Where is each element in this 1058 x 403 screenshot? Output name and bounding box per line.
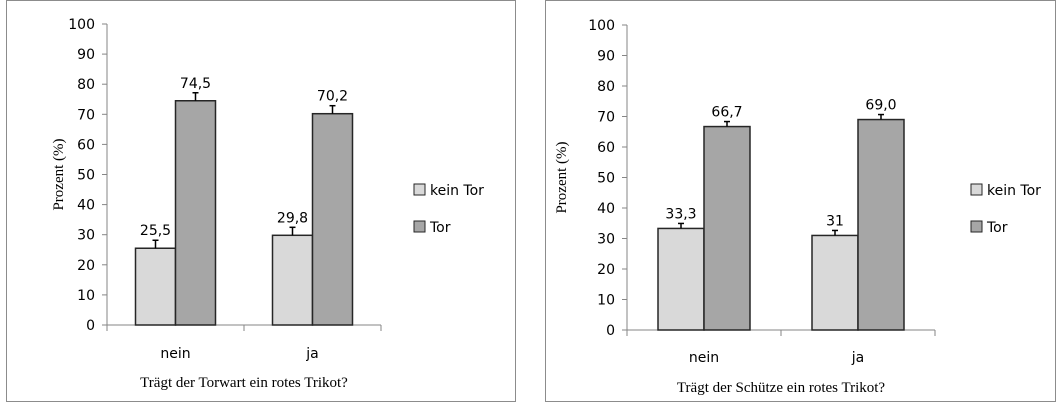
- data-label: 66,7: [711, 105, 742, 121]
- chart-torwart-svg: 0 10 20 30 40 50 60 70 80 90 100 25,5 74,5 nein 29,8 70…: [51, 17, 484, 391]
- y-tick-label: 0: [86, 318, 95, 334]
- category-label: nein: [689, 350, 719, 366]
- y-tick-label: 80: [77, 77, 95, 93]
- y-tick-label: 30: [77, 228, 95, 244]
- x-axis-title: Trägt der Torwart ein rotes Trikot?: [140, 375, 348, 391]
- y-tick-label: 0: [606, 323, 615, 339]
- y-tick-label: 70: [597, 110, 615, 126]
- y-axis-title: Prozent (%): [51, 138, 67, 210]
- category-label: ja: [851, 350, 864, 366]
- data-label: 70,2: [317, 89, 348, 105]
- chart-torwart: 0 10 20 30 40 50 60 70 80 90 100 25,5 74,5 nein 29,8 70…: [6, 0, 516, 402]
- data-label: 31: [826, 213, 844, 229]
- chart-schuetze: 0 10 20 30 40 50 60 70 80 90 100 33,3 66,7 nein 31 69,0…: [545, 0, 1056, 402]
- data-label: 74,5: [180, 76, 211, 92]
- y-tick-label: 90: [77, 47, 95, 63]
- y-tick-label: 100: [588, 18, 615, 34]
- chart-schuetze-svg: 0 10 20 30 40 50 60 70 80 90 100 33,3 66,7 nein 31 69,0…: [554, 18, 1041, 396]
- y-tick-label: 20: [77, 258, 95, 274]
- x-axis-title: Trägt der Schütze ein rotes Trikot?: [677, 380, 886, 396]
- bar-kein-tor: [811, 234, 859, 331]
- y-tick-label: 40: [597, 201, 615, 217]
- legend-label: Tor: [429, 220, 451, 236]
- data-label: 29,8: [277, 210, 308, 226]
- bar-tor: [311, 112, 354, 326]
- y-axis-title: Prozent (%): [554, 141, 570, 213]
- y-tick-label: 60: [77, 137, 95, 153]
- category-label: nein: [160, 346, 190, 362]
- legend-label: kein Tor: [430, 183, 484, 199]
- y-tick-label: 80: [597, 79, 615, 95]
- y-tick-label: 10: [77, 288, 95, 304]
- bar-kein-tor: [657, 227, 705, 331]
- bar-tor: [703, 125, 751, 331]
- legend-swatch: [970, 220, 983, 233]
- y-tick-label: 50: [597, 171, 615, 187]
- data-label: 33,3: [665, 206, 696, 222]
- y-tick-label: 50: [77, 168, 95, 184]
- bar-tor: [174, 100, 217, 326]
- legend-label: kein Tor: [987, 183, 1041, 199]
- bar-kein-tor: [271, 234, 314, 326]
- legend-label: Tor: [986, 220, 1008, 236]
- y-tick-label: 90: [597, 49, 615, 65]
- bar-kein-tor: [134, 247, 177, 326]
- y-tick-label: 30: [597, 232, 615, 248]
- legend-swatch: [413, 220, 426, 233]
- y-tick-label: 10: [597, 293, 615, 309]
- legend-swatch: [413, 183, 426, 196]
- y-tick-label: 100: [68, 17, 95, 33]
- y-tick-label: 60: [597, 140, 615, 156]
- y-tick-label: 70: [77, 107, 95, 123]
- category-label: ja: [305, 346, 318, 362]
- y-tick-label: 40: [77, 198, 95, 214]
- data-label: 69,0: [865, 98, 896, 114]
- y-tick-label: 20: [597, 262, 615, 278]
- data-label: 25,5: [140, 223, 171, 239]
- bar-tor: [857, 118, 905, 331]
- legend-swatch: [970, 183, 983, 196]
